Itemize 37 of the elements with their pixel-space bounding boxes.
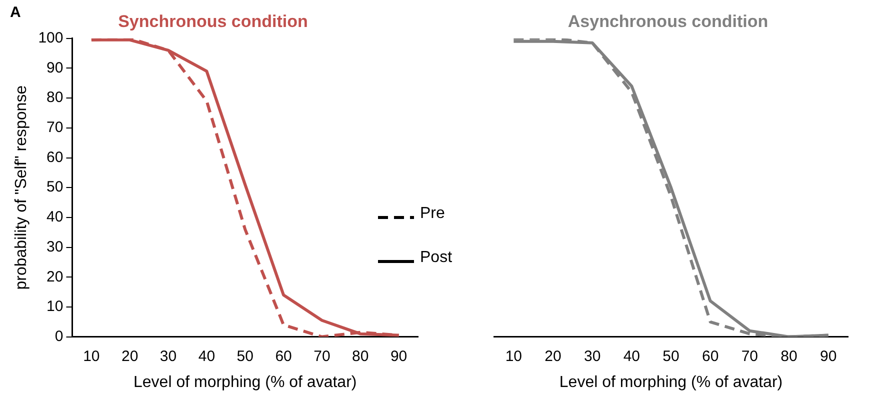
chart-title: Asynchronous condition (568, 12, 768, 31)
chart-title: Synchronous condition (118, 12, 308, 31)
y-tick-label: 100 (38, 30, 64, 47)
y-tick-label: 30 (46, 238, 64, 256)
x-axis-title: Level of morphing (% of avatar) (559, 374, 783, 391)
y-axis-title: probability of "Self" response (13, 85, 30, 290)
x-tick-label: 80 (352, 348, 369, 365)
text: A (10, 4, 21, 21)
x-tick-label: 50 (236, 348, 254, 365)
y-tick-label: 70 (46, 119, 64, 136)
x-tick-label: 10 (83, 348, 100, 365)
x-tick-label: 70 (741, 348, 758, 365)
x-tick-label: 90 (820, 348, 837, 365)
y-tick-label: 20 (46, 268, 64, 286)
x-tick-label: 70 (314, 348, 330, 365)
x-tick-label: 20 (122, 348, 138, 365)
x-tick-label: 30 (584, 348, 601, 365)
x-tick-label: 40 (198, 348, 216, 365)
y-tick-label: 50 (46, 178, 64, 196)
text: Pre (420, 204, 445, 222)
y-tick-label: 40 (46, 208, 64, 226)
x-tick-label: 10 (505, 348, 522, 365)
text: Post (420, 248, 453, 266)
x-tick-label: 80 (780, 348, 798, 365)
x-tick-label: 60 (702, 348, 719, 365)
y-tick-label: 60 (46, 148, 64, 166)
x-tick-label: 90 (390, 348, 408, 365)
x-tick-label: 60 (275, 348, 292, 365)
x-axis-title: Level of morphing (% of avatar) (134, 374, 357, 391)
y-tick-label: 80 (46, 89, 64, 106)
y-tick-label: 10 (46, 298, 64, 316)
x-tick-label: 20 (544, 348, 562, 365)
x-tick-label: 30 (160, 348, 177, 365)
y-tick-label: 90 (46, 59, 64, 76)
y-tick-label: 0 (54, 328, 64, 345)
x-tick-label: 50 (662, 348, 680, 365)
x-tick-label: 40 (623, 348, 640, 365)
